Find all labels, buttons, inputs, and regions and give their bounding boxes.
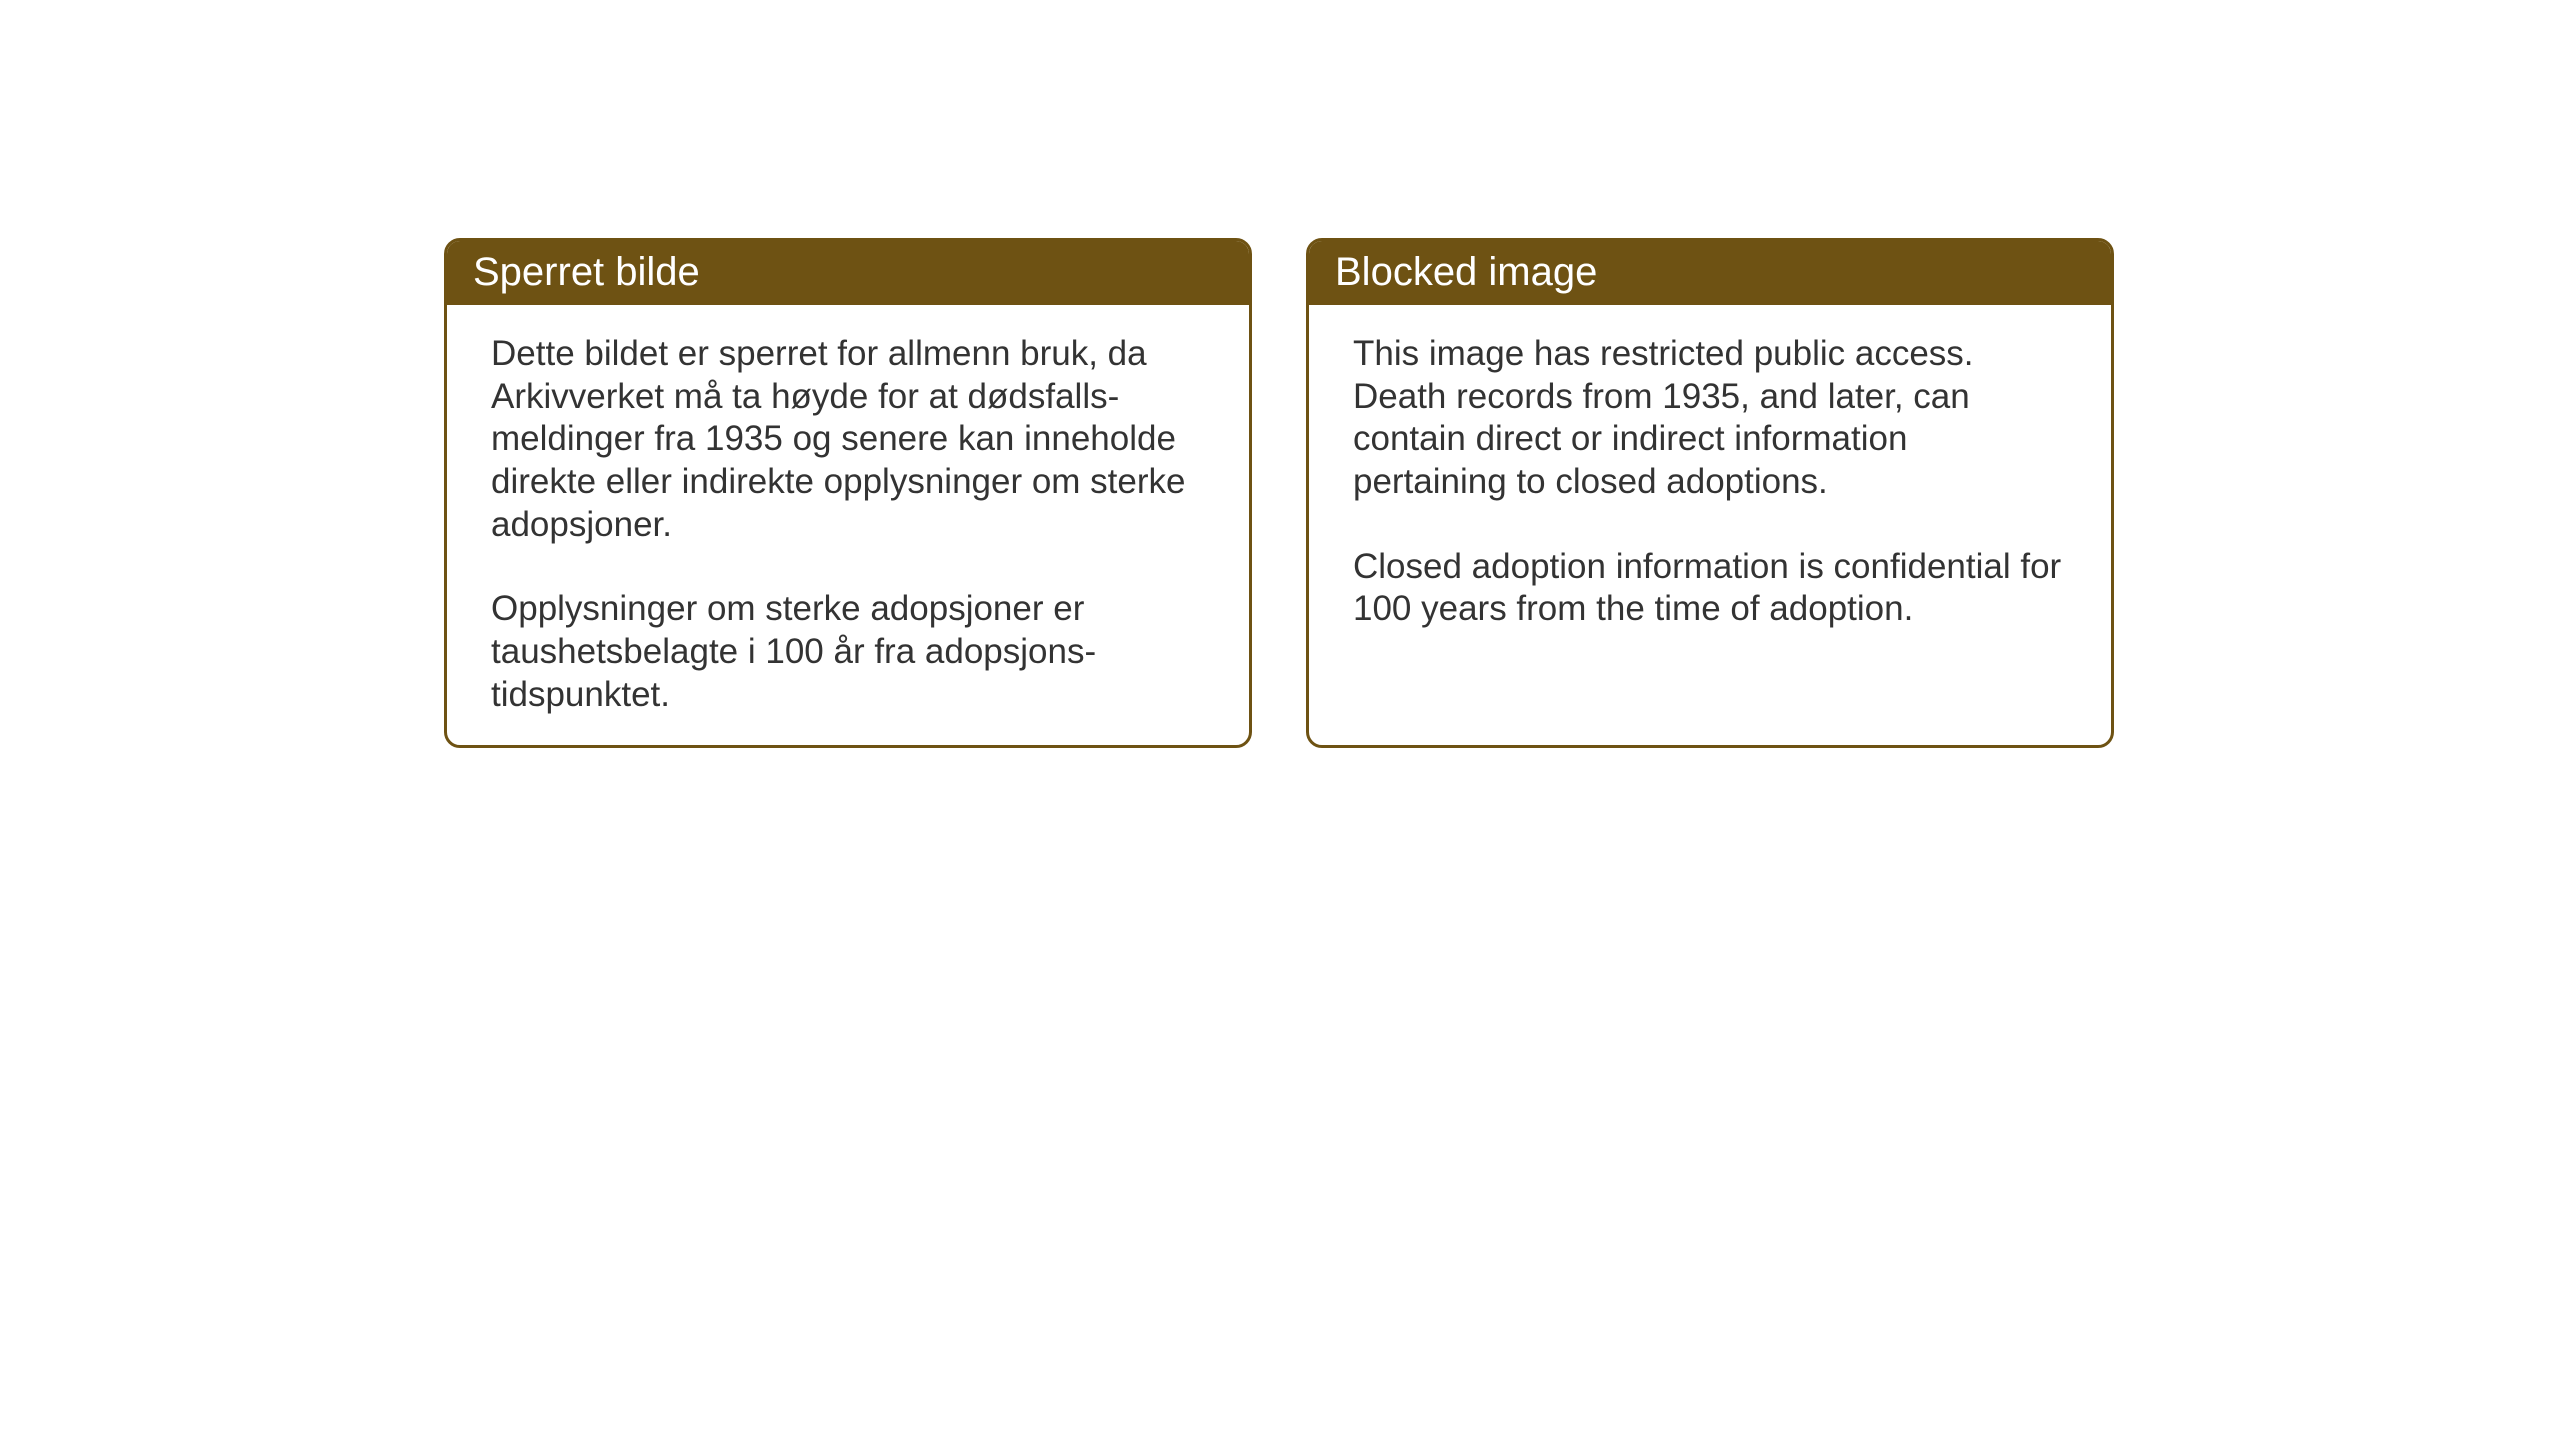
notice-paragraph-norwegian-1: Dette bildet er sperret for allmenn bruk… [491,333,1205,546]
notice-card-norwegian: Sperret bilde Dette bildet er sperret fo… [444,238,1252,748]
notice-container: Sperret bilde Dette bildet er sperret fo… [0,0,2560,748]
notice-paragraph-english-1: This image has restricted public access.… [1353,333,2067,504]
notice-body-norwegian: Dette bildet er sperret for allmenn bruk… [447,305,1249,748]
notice-paragraph-norwegian-2: Opplysninger om sterke adopsjoner er tau… [491,588,1205,716]
notice-paragraph-english-2: Closed adoption information is confident… [1353,546,2067,631]
notice-body-english: This image has restricted public access.… [1309,305,2111,667]
notice-header-norwegian: Sperret bilde [447,241,1249,305]
notice-card-english: Blocked image This image has restricted … [1306,238,2114,748]
notice-header-english: Blocked image [1309,241,2111,305]
